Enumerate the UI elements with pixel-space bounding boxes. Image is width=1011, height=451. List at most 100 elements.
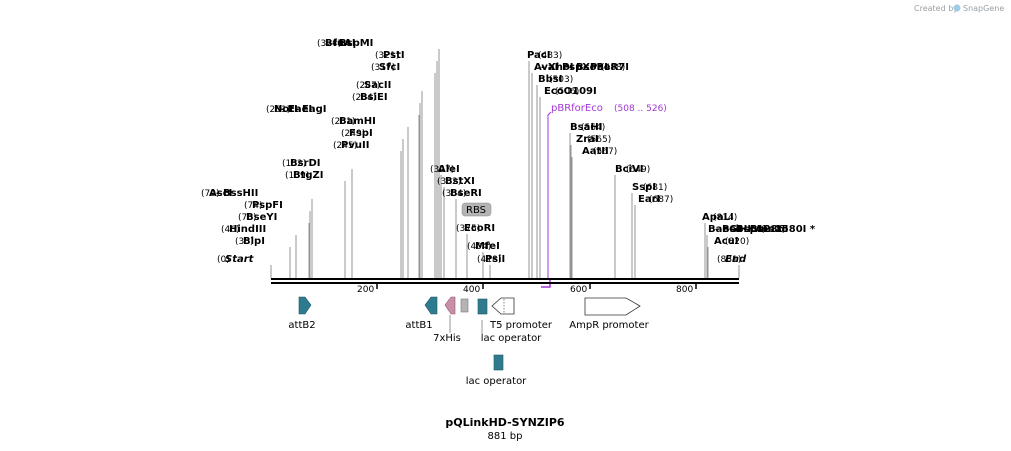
enzyme-label[interactable]: (317)SfcI <box>371 62 400 73</box>
enzyme-name[interactable]: AscI <box>209 188 232 199</box>
enzyme-name[interactable]: BfuAI <box>325 38 356 49</box>
enzyme-name[interactable]: Bsp1286I <box>736 224 788 235</box>
enzyme-label[interactable]: ApaLI(814) <box>702 212 737 223</box>
enzyme-name[interactable]: XhoI <box>548 62 573 73</box>
enzyme-name[interactable]: BstXI <box>445 176 475 187</box>
feature-rbs-block[interactable] <box>460 298 469 313</box>
enzyme-name[interactable]: BbsI <box>538 74 562 85</box>
enzyme-name[interactable]: BtgZI <box>293 170 324 181</box>
cut-position: (820) <box>725 237 749 247</box>
enzyme-label[interactable]: (287)SacII <box>356 80 391 91</box>
enzyme-name[interactable]: BseRI <box>450 188 482 199</box>
enzyme-label[interactable]: BsaHI(564) <box>570 122 605 133</box>
enzyme-label[interactable]: BciVI(649) <box>615 164 650 175</box>
enzyme-name[interactable]: BlpI <box>243 236 265 247</box>
enzyme-name[interactable]: BsaHI <box>570 122 602 133</box>
enzyme-name[interactable]: BciVI <box>615 164 643 175</box>
enzyme-label[interactable]: (327)AleI <box>430 164 460 175</box>
enzyme-label[interactable]: (70)BseYI <box>238 212 277 223</box>
enzyme-name[interactable]: BssHII <box>223 188 258 199</box>
enzyme-label[interactable]: (332)BstXI <box>437 176 475 187</box>
enzyme-name[interactable]: PspFI <box>252 200 283 211</box>
enzyme-label[interactable]: ZraI(565) <box>576 134 611 145</box>
enzyme-name[interactable]: AcuI <box>714 236 739 247</box>
enzyme-label[interactable]: (375)EcoRI <box>456 223 495 234</box>
enzyme-label[interactable]: (321)PstI <box>375 50 405 61</box>
enzyme-label[interactable]: AcuI(820) <box>714 236 749 247</box>
enzyme-name[interactable]: PspXI <box>562 62 594 73</box>
enzyme-name[interactable]: BsiHKAI <box>722 224 767 235</box>
enzyme-label[interactable]: (404)MfeI <box>467 241 500 252</box>
enzyme-label[interactable]: (261)BamHI <box>331 116 376 127</box>
enzyme-name[interactable]: MfeI <box>475 241 500 252</box>
enzyme-label[interactable]: BbsI(503) <box>538 74 573 85</box>
enzyme-name[interactable]: PvuII <box>341 140 369 151</box>
feature-t5-promoter[interactable]: T5 promoter <box>489 297 553 331</box>
rbs-feature[interactable]: RBS <box>461 202 492 217</box>
enzyme-label[interactable]: SspI(681) <box>632 182 667 193</box>
enzyme-name[interactable]: BaeGI <box>708 224 741 235</box>
enzyme-name[interactable]: BsrDI <box>290 158 321 169</box>
enzyme-label[interactable]: EcoO109I(506) <box>544 86 597 97</box>
enzyme-name[interactable]: HindIII <box>229 224 266 235</box>
enzyme-name[interactable]: BsoBI <box>576 62 608 73</box>
enzyme-name[interactable]: PsiI <box>485 254 505 265</box>
feature-attb1[interactable]: attB1 <box>405 296 438 331</box>
t5-promoter-label: T5 promoter <box>489 320 553 331</box>
enzyme-name[interactable]: AatII <box>582 146 609 157</box>
enzyme-name[interactable]: BamHI <box>339 116 376 127</box>
enzyme-name[interactable]: EarI <box>638 194 660 205</box>
enzyme-name[interactable]: ApaLI <box>702 212 734 223</box>
enzyme-name[interactable]: PstI <box>383 50 405 61</box>
enzyme-name[interactable]: EagI <box>302 104 326 115</box>
enzyme-label[interactable]: (418)PsiI <box>477 254 505 265</box>
enzyme-label[interactable]: (324)BfuAI- BspMI <box>317 38 373 49</box>
enzyme-name[interactable]: End <box>725 254 747 265</box>
enzyme-name[interactable]: AleI <box>438 164 460 175</box>
enzyme-label[interactable]: (354)BseRI <box>442 188 482 199</box>
enzyme-name[interactable]: SacII <box>364 80 391 91</box>
enzyme-label[interactable]: AvaI- XhoI- PspXI- BsoBI- PaeR7I(488) <box>534 62 629 73</box>
enzyme-label[interactable]: (74)PspFI <box>244 200 283 211</box>
enzyme-name[interactable]: PaeR7I <box>590 62 629 73</box>
enzyme-name[interactable]: FspI <box>349 128 373 139</box>
enzyme-label[interactable]: EarI(687) <box>638 194 673 205</box>
cut-position: (287) <box>356 81 380 91</box>
enzyme-name[interactable]: EcoO109I <box>544 86 597 97</box>
enzyme-name[interactable]: BsiEI <box>360 92 388 103</box>
enzyme-name[interactable]: BseYI <box>246 212 277 223</box>
enzyme-label[interactable]: (0)Start <box>217 254 255 265</box>
enzyme-label[interactable]: (79)AscI- BssHII <box>201 188 258 199</box>
enzyme-label[interactable]: BaeGI- BsiHKAI- Bsp1286I- Bme1580I *(818) <box>708 224 816 235</box>
enzyme-name[interactable]: SspI <box>632 182 656 193</box>
separator: - <box>729 224 733 235</box>
enzyme-label[interactable]: (139)BtgZI <box>285 170 324 181</box>
enzyme-label[interactable]: PacI(483) <box>527 50 562 61</box>
feature-lac-operator-2[interactable]: lac operator <box>466 354 527 387</box>
enzyme-name[interactable]: EcoRI <box>464 223 495 234</box>
feature-lac-operator-1[interactable]: lac operator <box>477 298 542 344</box>
enzyme-label[interactable]: (281)NotI- EaeI- EagI <box>266 104 326 115</box>
feature-attb2[interactable]: attB2 <box>288 296 316 331</box>
enzyme-name[interactable]: EaeI <box>288 104 312 115</box>
enzyme-name[interactable]: ZraI <box>576 134 599 145</box>
enzyme-name[interactable]: AvaI <box>534 62 558 73</box>
enzyme-name[interactable]: Bme1580I * <box>750 224 816 235</box>
enzyme-label[interactable]: (249)FspI <box>341 128 373 139</box>
sequence-backbone: 200 400 600 800 <box>271 278 739 295</box>
tick-200: 200 <box>357 285 374 295</box>
feature-ampr-promoter[interactable]: AmpR promoter <box>569 297 650 331</box>
enzyme-name[interactable]: SfcI <box>379 62 400 73</box>
enzyme-name[interactable]: PacI <box>527 50 550 61</box>
enzyme-name[interactable]: BspMI <box>339 38 373 49</box>
enzyme-label[interactable]: (46)HindIII <box>221 224 266 235</box>
feature-7xhis[interactable]: 7xHis <box>433 296 461 344</box>
enzyme-label[interactable]: AatII(567) <box>582 146 617 157</box>
enzyme-label[interactable]: (152)BsrDI <box>282 158 321 169</box>
enzyme-label[interactable]: (284)BsiEI <box>352 92 388 103</box>
enzyme-name[interactable]: Start <box>225 254 255 265</box>
enzyme-label[interactable]: (245)PvuII <box>333 140 369 151</box>
enzyme-label[interactable]: (881)End <box>717 254 747 265</box>
enzyme-label[interactable]: (35)BlpI <box>235 236 265 247</box>
enzyme-name[interactable]: NotI <box>274 104 298 115</box>
